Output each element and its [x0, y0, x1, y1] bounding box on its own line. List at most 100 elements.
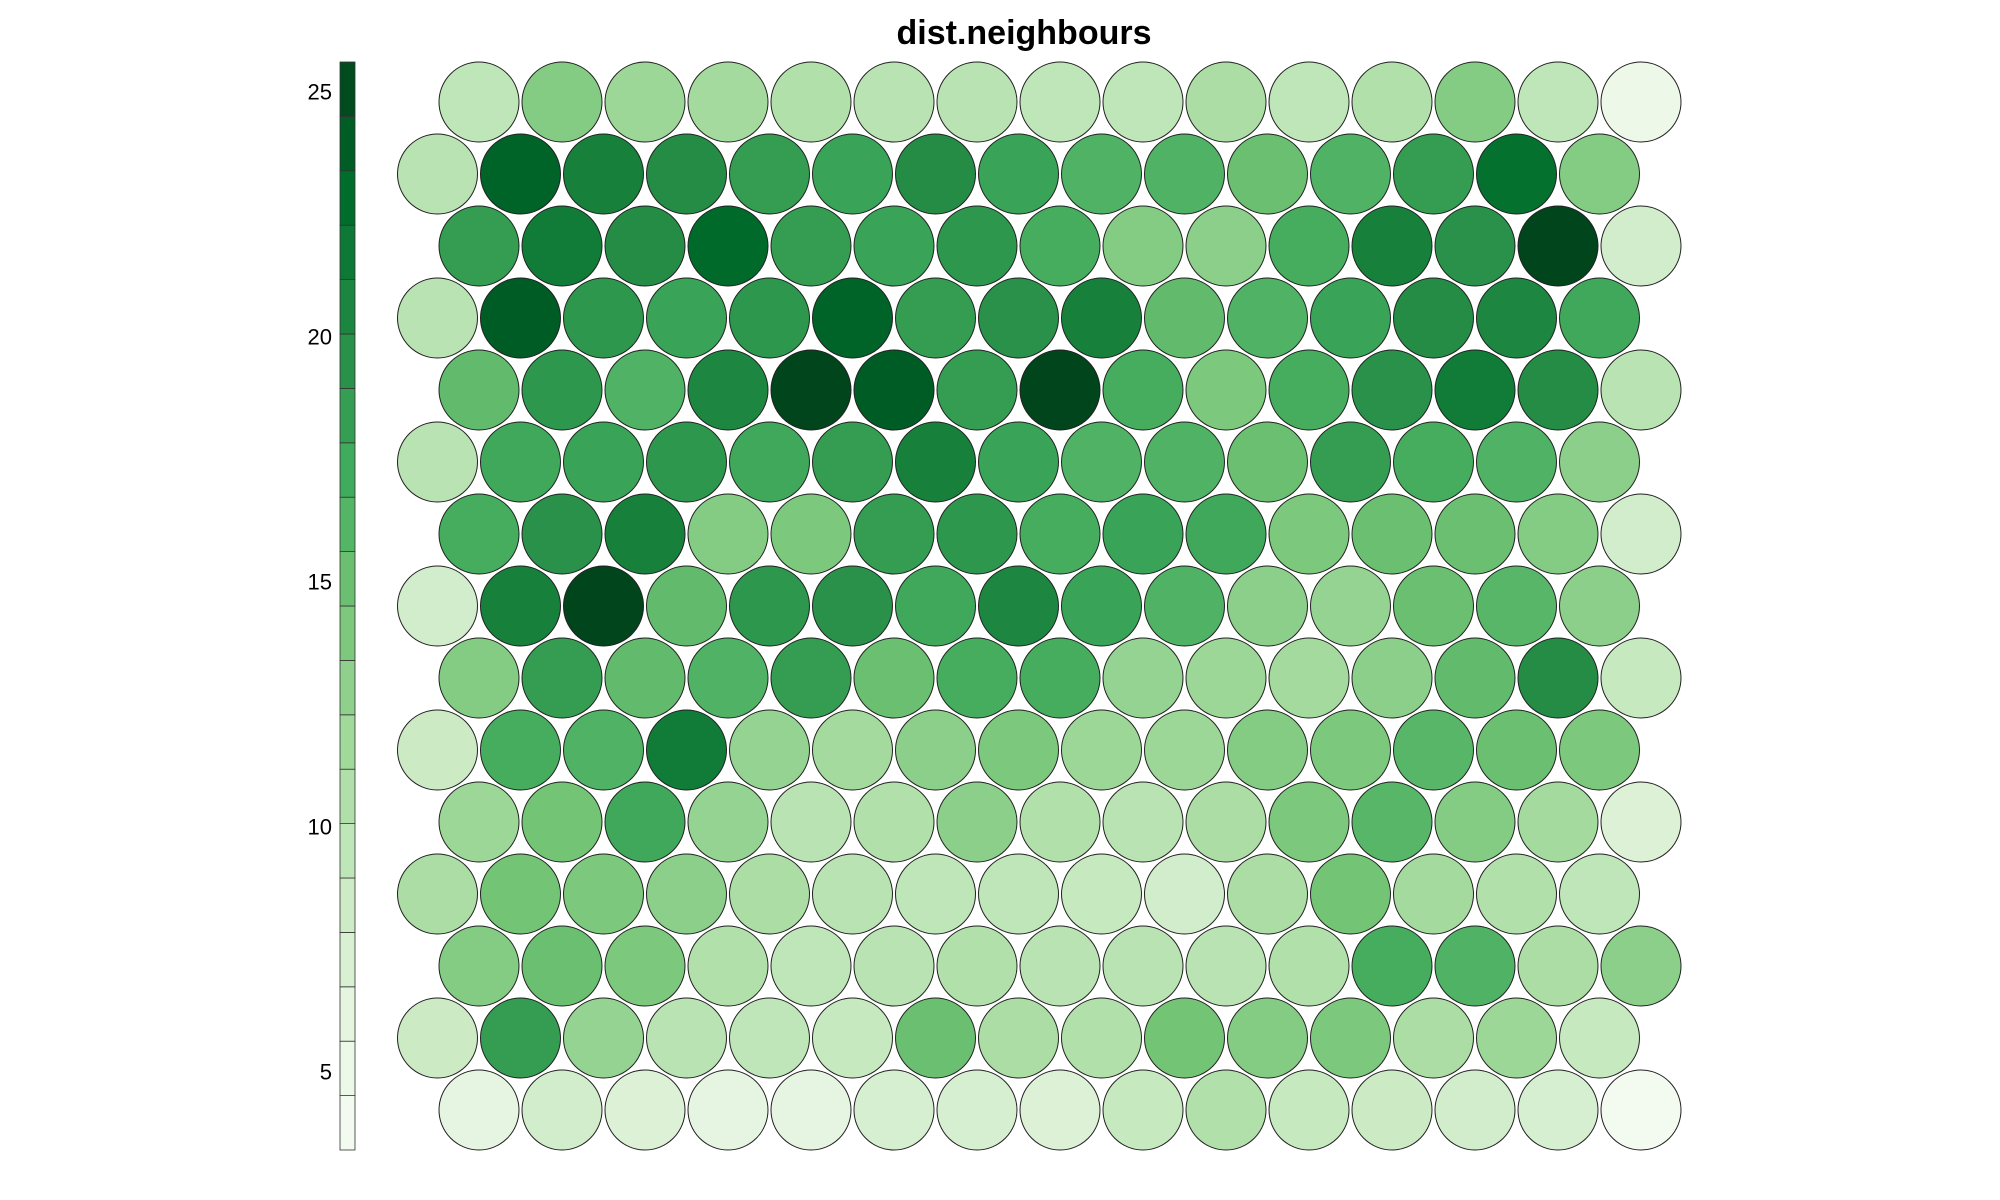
hex-cell [936, 493, 1018, 575]
hex-cell [397, 997, 478, 1079]
hex-cell [1351, 349, 1433, 431]
hex-cell [812, 277, 893, 359]
hex-cell [1102, 781, 1184, 863]
hex-cell [1559, 565, 1640, 647]
hex-cell [1351, 493, 1433, 575]
hex-cell [480, 853, 561, 935]
colorbar-step [339, 551, 356, 607]
hex-cell [1476, 709, 1557, 791]
hex-cell [1351, 925, 1433, 1007]
hex-cell [1102, 637, 1184, 719]
hex-cell [1061, 997, 1142, 1079]
hex-cell [1061, 709, 1142, 791]
colorbar-step [339, 877, 356, 933]
hex-cell [438, 1069, 520, 1151]
hex-cell [604, 61, 686, 143]
hex-cell [1061, 853, 1142, 935]
hex-cell [1227, 997, 1308, 1079]
hex-cell [1434, 205, 1516, 287]
hex-cell [1144, 277, 1225, 359]
hex-cell [438, 349, 520, 431]
hex-cell [687, 349, 769, 431]
hex-cell [604, 925, 686, 1007]
hex-cell [480, 133, 561, 215]
hex-cell [604, 349, 686, 431]
hex-cell [1268, 349, 1350, 431]
hex-cell [1185, 349, 1267, 431]
hex-cell [895, 565, 976, 647]
colorbar-step [339, 279, 356, 335]
hex-cell [1517, 349, 1599, 431]
hex-cell [1559, 709, 1640, 791]
hex-cell [480, 709, 561, 791]
hex-cell [1268, 205, 1350, 287]
hex-cell [1102, 205, 1184, 287]
hex-cell [1600, 205, 1682, 287]
hex-cell [729, 565, 810, 647]
hex-cell [438, 925, 520, 1007]
hex-cell [1517, 493, 1599, 575]
hex-cell [1268, 61, 1350, 143]
hex-cell [1185, 61, 1267, 143]
hex-cell [1019, 637, 1101, 719]
hex-cell [1061, 421, 1142, 503]
hex-cell [1268, 493, 1350, 575]
hex-cell [1517, 637, 1599, 719]
hex-cell [1559, 277, 1640, 359]
hex-cell [978, 997, 1059, 1079]
hex-cell [1351, 637, 1433, 719]
colorbar [339, 61, 356, 1151]
hex-cell [1393, 421, 1474, 503]
hex-cell [604, 493, 686, 575]
hex-cell [1600, 637, 1682, 719]
hex-cell [521, 349, 603, 431]
colorbar-step [339, 61, 356, 117]
hex-cell [563, 421, 644, 503]
hex-cell [604, 637, 686, 719]
hex-cell [978, 277, 1059, 359]
colorbar-step [339, 1095, 356, 1151]
hex-cell [1310, 565, 1391, 647]
hex-cell [1434, 925, 1516, 1007]
hex-cell [1517, 205, 1599, 287]
colorbar-step [339, 605, 356, 661]
hex-cell [1102, 493, 1184, 575]
colorbar-tick-label: 20 [308, 324, 332, 349]
hex-cell [646, 997, 727, 1079]
hex-cell [1061, 133, 1142, 215]
hex-cell [687, 637, 769, 719]
colorbar-step [339, 714, 356, 770]
hex-cell [1600, 349, 1682, 431]
colorbar-tick-label: 15 [308, 569, 332, 594]
hex-cell [1102, 349, 1184, 431]
hex-cell [1351, 205, 1433, 287]
hex-cell [1517, 781, 1599, 863]
hex-cell [1227, 421, 1308, 503]
hex-cell [1268, 637, 1350, 719]
hex-cell [853, 925, 935, 1007]
hex-cell [1310, 709, 1391, 791]
hex-cell [521, 61, 603, 143]
hex-cell [1102, 925, 1184, 1007]
hex-cell [1227, 709, 1308, 791]
hex-cell [646, 709, 727, 791]
hex-cell [770, 1069, 852, 1151]
hex-cell [1517, 61, 1599, 143]
colorbar-step [339, 986, 356, 1042]
hex-cell [1227, 133, 1308, 215]
hex-cell [729, 421, 810, 503]
colorbar-step [339, 823, 356, 879]
hex-cell [770, 61, 852, 143]
hex-cell [1600, 925, 1682, 1007]
hex-cell [687, 925, 769, 1007]
hex-cell [438, 781, 520, 863]
hex-cell [1227, 565, 1308, 647]
hex-cell [521, 205, 603, 287]
hex-cell [397, 709, 478, 791]
hex-cell [1351, 61, 1433, 143]
colorbar-step [339, 496, 356, 553]
hex-cell [853, 61, 935, 143]
hex-cell [1185, 925, 1267, 1007]
hex-cell [1019, 349, 1101, 431]
hex-cell [1600, 781, 1682, 863]
